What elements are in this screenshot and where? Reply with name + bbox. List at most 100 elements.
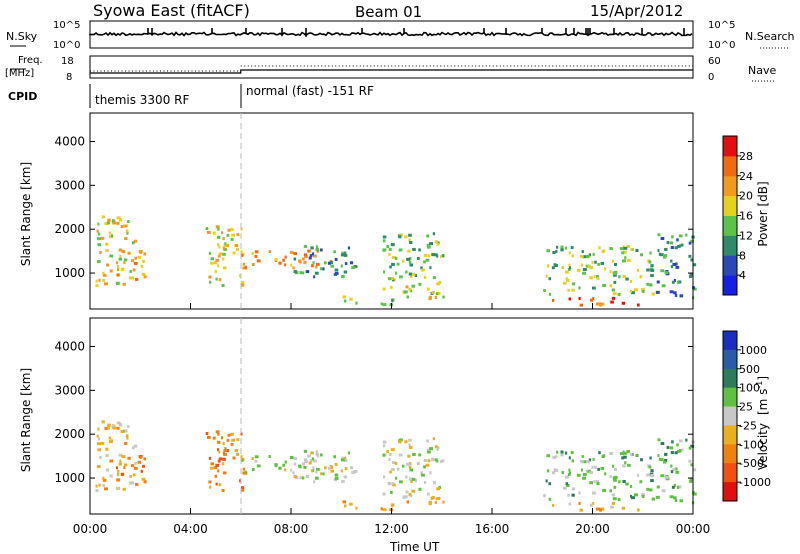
velocity-echo-cell [388, 482, 392, 486]
velocity-echo-cell [617, 497, 621, 501]
power-echo-cell [618, 275, 621, 279]
power-echo-cell [568, 263, 571, 267]
power-echo-cell [543, 289, 546, 293]
velocity-echo-cell [627, 463, 631, 467]
power-echo-cell [311, 264, 314, 268]
colorbar-swatch [723, 235, 737, 256]
velocity-echo-cell [426, 439, 429, 443]
power-echo-cell [134, 256, 137, 260]
power-echo-cell [254, 250, 259, 254]
power-echo-cell [670, 259, 673, 263]
power-echo-cell [571, 254, 574, 258]
power-echo-cell [98, 278, 101, 282]
velocity-echo-cell [418, 487, 422, 491]
power-echo-cell [388, 247, 392, 251]
power-echo-cell [111, 234, 114, 238]
y-tick-label: 2000 [54, 222, 85, 236]
power-echo-cell [231, 233, 236, 237]
colorbar-tick-label: -25 [739, 419, 757, 432]
power-echo-cell [641, 289, 645, 293]
velocity-echo-cell [600, 466, 605, 470]
power-echo-cell [410, 274, 413, 278]
velocity-echo-cell [96, 465, 101, 469]
power-echo-cell [633, 288, 638, 292]
velocity-echo-cell [118, 453, 123, 457]
power-echo-cell [692, 263, 697, 267]
power-echo-cell [578, 296, 581, 300]
velocity-echo-cell [646, 473, 650, 477]
power-echo-cell [420, 266, 423, 270]
power-echo-cell [671, 280, 675, 284]
power-echo-cell [391, 262, 395, 266]
velocity-echo-cell [671, 440, 674, 444]
power-echo-cell [224, 242, 227, 246]
power-echo-cell [209, 261, 214, 265]
velocity-echo-cell [408, 477, 412, 481]
power-echo-cell [230, 227, 234, 231]
power-echo-cell [217, 227, 220, 231]
power-echo-cell [411, 284, 416, 288]
velocity-echo-cell [401, 464, 405, 468]
velocity-echo-cell [640, 458, 643, 462]
nave-tick-bottom: 0 [708, 72, 714, 83]
velocity-echo-cell [116, 473, 120, 477]
velocity-echo-cell [660, 474, 665, 478]
velocity-echo-cell [629, 484, 633, 488]
power-echo-cell [426, 234, 429, 238]
power-echo-cell [650, 264, 654, 268]
velocity-echo-cell [431, 458, 436, 462]
velocity-echo-cell [344, 467, 348, 471]
velocity-echo-cell [319, 472, 323, 476]
nave-label: Nave [748, 64, 776, 77]
power-echo-cell [382, 287, 386, 291]
power-echo-cell [208, 275, 212, 279]
colorbar-tick-label: 4 [739, 269, 746, 282]
power-echo-cell [102, 278, 105, 282]
nsky-trace [89, 28, 693, 38]
power-echo-cell [97, 232, 101, 236]
colorbar-tick-label: 28 [739, 150, 753, 163]
power-echo-cell [595, 275, 599, 279]
velocity-echo-cell [434, 501, 437, 505]
velocity-echo-cell [614, 467, 618, 471]
power-echo-cell [690, 239, 694, 243]
power-echo-cells [95, 215, 697, 307]
power-echo-cell [581, 250, 584, 254]
velocity-echo-cell [659, 458, 664, 462]
velocity-echo-cell [282, 463, 285, 467]
power-frame [89, 112, 694, 310]
nave-tick-top: 60 [708, 56, 721, 67]
power-echo-cell [116, 221, 120, 225]
velocity-echo-cell [351, 470, 356, 474]
velocity-echo-cell [692, 468, 697, 472]
y-tick-label: 1000 [54, 266, 85, 280]
velocity-echo-cell [440, 460, 443, 464]
power-echo-cell [631, 291, 635, 295]
colorbar-swatch [723, 215, 737, 236]
power-echo-cell [239, 274, 242, 278]
power-echo-cell [621, 259, 626, 263]
power-echo-cell [600, 302, 605, 306]
velocity-echo-cell [604, 472, 607, 476]
power-echo-cell [640, 253, 643, 257]
power-echo-cell [304, 255, 308, 259]
velocity-echo-cell [218, 450, 221, 454]
x-tick-label: 20:00 [575, 522, 610, 536]
power-echo-cell [591, 286, 596, 290]
velocity-echo-cell [353, 470, 358, 474]
power-echo-cell [124, 237, 128, 241]
power-echo-cell [334, 268, 339, 272]
velocity-echo-cell [344, 456, 347, 460]
power-scale-label: Power [dB] [756, 181, 770, 246]
velocity-echo-cell [334, 462, 338, 466]
power-y-axis: 1000 2000 3000 4000 [54, 135, 693, 280]
power-echo-cell [127, 220, 130, 224]
freq-trace [90, 69, 693, 74]
velocity-echo-cell [398, 453, 403, 457]
velocity-echo-cell [221, 489, 225, 493]
velocity-echo-cell [343, 475, 348, 479]
power-echo-cell [409, 263, 414, 267]
power-echo-cell [118, 248, 123, 252]
power-echo-cell [242, 262, 246, 266]
freq-tick-top: 18 [61, 56, 74, 67]
